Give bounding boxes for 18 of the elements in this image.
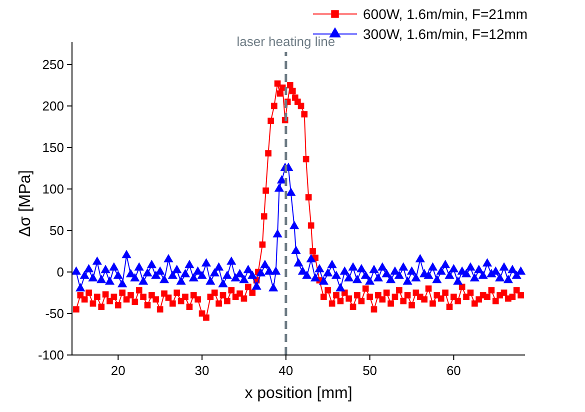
legend-label: 600W, 1.6m/min, F=21mm — [363, 6, 528, 22]
y-tick-label: 150 — [42, 140, 64, 155]
x-tick-label: 30 — [194, 363, 210, 378]
y-tick-label: -50 — [45, 306, 64, 321]
y-axis-title: Δσ [MPa] — [17, 170, 34, 237]
x-axis-title: x position [mm] — [244, 385, 352, 402]
y-tick-label: 0 — [56, 264, 64, 280]
y-tick-label: -100 — [38, 348, 64, 362]
y-tick-label: 250 — [42, 56, 64, 72]
legend-label: 300W, 1.6m/min, F=12mm — [363, 26, 528, 42]
x-tick-label: 60 — [446, 363, 461, 378]
x-tick-label: 50 — [362, 363, 378, 378]
ref-line-label: laser heating line — [236, 34, 336, 49]
y-tick-label: 200 — [42, 98, 64, 114]
y-tick-label: 50 — [50, 222, 64, 238]
x-tick-label: 20 — [110, 363, 126, 378]
x-tick-label: 40 — [278, 363, 294, 378]
y-tick-label: 100 — [42, 181, 64, 196]
